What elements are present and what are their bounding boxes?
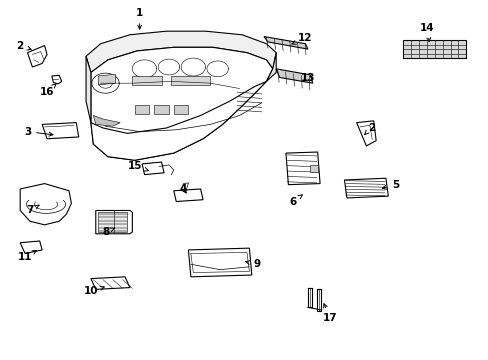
Text: 11: 11	[18, 251, 36, 262]
Polygon shape	[402, 40, 466, 58]
Polygon shape	[93, 116, 120, 126]
Text: 14: 14	[419, 23, 434, 42]
Polygon shape	[285, 152, 320, 185]
Text: 10: 10	[83, 286, 104, 296]
Polygon shape	[42, 123, 79, 139]
Polygon shape	[86, 56, 91, 123]
Polygon shape	[307, 288, 311, 307]
Polygon shape	[20, 241, 42, 253]
Polygon shape	[135, 105, 149, 114]
Text: 8: 8	[102, 227, 114, 237]
Text: 2: 2	[17, 41, 31, 50]
Polygon shape	[98, 74, 115, 85]
Polygon shape	[98, 212, 127, 232]
Text: 15: 15	[127, 161, 148, 171]
Polygon shape	[86, 31, 276, 72]
Text: 6: 6	[289, 195, 302, 207]
Text: 4: 4	[180, 184, 187, 194]
Polygon shape	[264, 37, 307, 49]
Polygon shape	[173, 189, 203, 202]
Text: 7: 7	[26, 205, 39, 216]
Text: 16: 16	[40, 84, 56, 97]
Polygon shape	[276, 69, 312, 83]
Text: 1: 1	[136, 8, 143, 29]
Polygon shape	[91, 277, 130, 289]
Polygon shape	[188, 248, 251, 277]
Text: 17: 17	[322, 304, 336, 323]
Polygon shape	[142, 162, 163, 175]
Polygon shape	[154, 105, 168, 114]
Text: 5: 5	[382, 180, 399, 190]
Polygon shape	[91, 81, 266, 160]
Polygon shape	[171, 76, 210, 85]
Polygon shape	[356, 121, 375, 146]
Text: 3: 3	[24, 127, 53, 136]
Polygon shape	[132, 76, 161, 85]
Polygon shape	[96, 211, 132, 234]
Polygon shape	[173, 105, 188, 114]
Polygon shape	[91, 47, 272, 160]
Polygon shape	[52, 75, 61, 84]
Polygon shape	[344, 178, 387, 198]
Polygon shape	[27, 45, 47, 67]
Text: 9: 9	[245, 259, 260, 269]
Polygon shape	[20, 184, 71, 225]
Text: 2: 2	[364, 123, 374, 135]
Polygon shape	[316, 289, 320, 311]
Polygon shape	[310, 165, 317, 172]
Text: 12: 12	[291, 33, 312, 44]
Polygon shape	[266, 53, 276, 81]
Text: 13: 13	[300, 73, 314, 83]
